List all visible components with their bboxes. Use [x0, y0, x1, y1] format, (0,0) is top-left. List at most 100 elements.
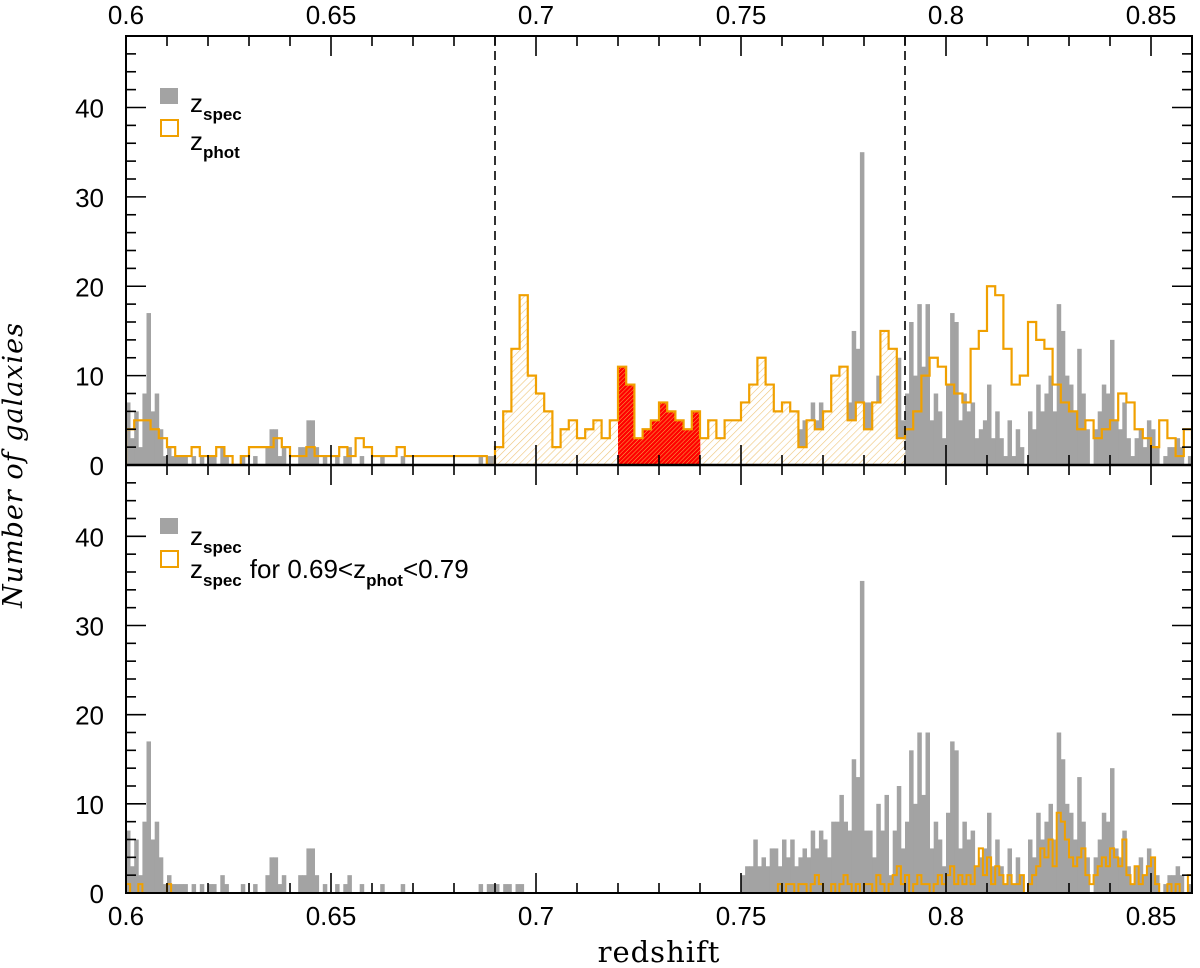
x-tick-label-top: 0.65 — [306, 0, 357, 30]
zspec-bar — [823, 839, 828, 893]
zphot-hatch-bar — [552, 447, 561, 465]
y-tick-label: 30 — [75, 183, 104, 213]
zphot-hatch-bar — [773, 411, 783, 465]
zphot-hatch-bar — [855, 402, 865, 465]
zspec-bar — [212, 456, 217, 465]
zspec-bar — [847, 830, 853, 893]
zphot-hatch-bar — [814, 429, 824, 465]
zspec-bar — [347, 875, 352, 893]
zspec-bar — [970, 402, 976, 465]
zspec-bar — [191, 456, 197, 465]
zspec-bar — [134, 411, 139, 465]
zspec-bar — [913, 803, 918, 893]
zspec-bar — [1069, 812, 1074, 893]
zspec-bar — [138, 447, 143, 465]
zspec-bar — [962, 393, 967, 465]
axis-ticks — [125, 35, 1193, 894]
x-axis-title: redshift — [598, 935, 721, 968]
zspec-bar — [962, 821, 967, 893]
zspec-bar — [1171, 875, 1176, 893]
zspec-bar — [134, 839, 139, 893]
zphot-dense-hatch-bar — [675, 420, 684, 465]
x-tick-label-top: 0.7 — [518, 0, 554, 30]
zspec-bar — [835, 821, 840, 893]
zspec-bar — [1028, 411, 1033, 465]
zphot-hatch-bar — [601, 438, 611, 465]
zspec-bar — [802, 848, 807, 893]
bottom-zspec-histogram — [126, 580, 1200, 893]
zspec-bar — [1040, 411, 1045, 465]
zspec-bar — [150, 411, 156, 465]
zspec-bar — [933, 821, 939, 893]
zspec-bar — [1110, 339, 1115, 465]
zspec-bar — [769, 848, 775, 893]
zphot-hatch-bar — [511, 348, 520, 465]
x-tick-label-top: 0.75 — [716, 0, 767, 30]
y-tick-label: 10 — [75, 790, 104, 820]
zphot-hatch-bar — [749, 384, 758, 465]
zphot-hatch-bar — [568, 420, 578, 465]
zspec-bar — [1179, 875, 1185, 893]
zspec-bar — [1040, 839, 1045, 893]
zphot-dense-hatch-bar — [691, 411, 701, 465]
zphot-hatch-bar — [864, 429, 873, 465]
bottom-panel — [126, 580, 1200, 893]
zspec-bar — [1122, 402, 1127, 465]
zphot-hatch-bar — [519, 295, 529, 465]
legend-swatch-selected — [160, 550, 179, 568]
top-highlight-histogram — [618, 366, 701, 465]
zspec-bar — [1077, 777, 1082, 893]
zspec-bar — [905, 821, 910, 893]
zspec-bar — [265, 875, 270, 893]
zphot-hatch-bar — [700, 438, 709, 465]
zspec-bar — [818, 830, 824, 893]
zspec-bar — [929, 848, 935, 893]
zspec-bar — [343, 884, 348, 893]
zspec-bar — [208, 884, 213, 893]
zspec-bar — [896, 786, 902, 893]
zspec-bar — [843, 821, 848, 893]
zspec-bar — [1126, 438, 1131, 465]
zspec-bar — [859, 580, 865, 893]
zspec-bar — [1003, 884, 1008, 893]
zspec-bar — [925, 304, 930, 465]
zspec-bar — [1134, 866, 1140, 893]
zspec-bar — [1036, 384, 1041, 465]
zspec-bar — [1142, 875, 1148, 893]
zspec-bar — [519, 884, 525, 893]
zphot-dense-hatch-bar — [659, 402, 668, 465]
zspec-bar — [831, 821, 836, 893]
zspec-bar — [1142, 447, 1148, 465]
zphot-dense-hatch-bar — [683, 429, 693, 465]
y-axis-title: Number of galaxies — [0, 322, 29, 609]
zspec-bar — [798, 857, 803, 893]
zspec-bar — [1130, 456, 1135, 465]
zspec-bar — [269, 857, 274, 893]
zspec-bar — [220, 875, 225, 893]
zspec-bar — [827, 857, 832, 893]
zspec-bar — [179, 884, 184, 893]
zspec-bar — [1101, 384, 1107, 465]
zspec-bar — [745, 866, 750, 893]
x-tick-label-bottom: 0.85 — [1126, 901, 1177, 931]
zspec-bar — [146, 313, 151, 465]
zspec-bar — [171, 884, 176, 893]
zspec-bar — [1196, 848, 1200, 893]
zspec-bar — [950, 741, 955, 893]
zspec-bar — [909, 322, 914, 465]
zspec-bar — [310, 420, 315, 465]
zspec-bar — [1060, 330, 1066, 465]
legend-label-zphot: zphot — [190, 126, 240, 162]
zspec-bar — [343, 456, 348, 465]
zspec-bar — [958, 420, 963, 465]
zspec-bar — [253, 884, 258, 893]
zphot-dense-hatch-bar — [642, 429, 652, 465]
zspec-bar — [859, 152, 865, 465]
zspec-bar — [1048, 803, 1053, 893]
zspec-bar — [126, 830, 131, 893]
zspec-bar — [146, 741, 151, 893]
zphot-hatch-bar — [716, 438, 725, 465]
zspec-bar — [1081, 821, 1086, 893]
zspec-bar — [306, 420, 311, 465]
